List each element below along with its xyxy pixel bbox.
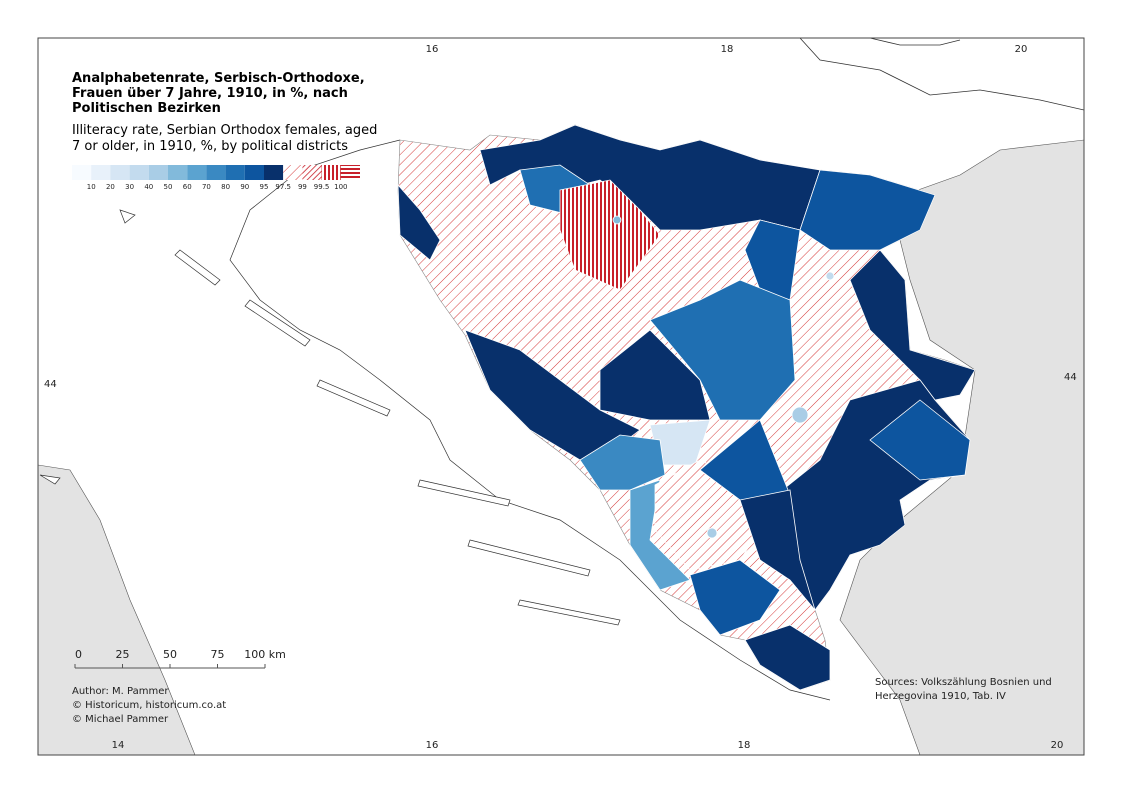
graticule-label: 16 bbox=[426, 740, 439, 751]
legend-swatch bbox=[264, 165, 284, 180]
neighbour-area bbox=[38, 464, 196, 755]
legend-swatch bbox=[110, 165, 130, 180]
legend: 10 20 30 40 50 60 70 80 90 95 97.5 99 99.5 100 bbox=[72, 165, 360, 191]
source: Herzegovina 1910, Tab. IV bbox=[875, 691, 1006, 702]
graticule-label: 44 bbox=[44, 379, 57, 390]
graticule-label: 20 bbox=[1051, 740, 1064, 751]
legend-label: 20 bbox=[106, 183, 115, 191]
credit: © Michael Pammer bbox=[72, 714, 169, 725]
districts bbox=[397, 124, 976, 691]
legend-label: 99.5 bbox=[314, 183, 330, 191]
legend-label: 97.5 bbox=[275, 183, 291, 191]
legend-swatch bbox=[91, 165, 111, 180]
legend-swatch bbox=[72, 165, 92, 180]
title: Frauen über 7 Jahre, 1910, in %, nach bbox=[72, 86, 348, 101]
credit: Author: M. Pammer bbox=[72, 686, 169, 697]
legend-label: 95 bbox=[260, 183, 269, 191]
legend-swatch bbox=[321, 165, 341, 180]
legend-swatch bbox=[206, 165, 226, 180]
islands bbox=[39, 209, 621, 626]
legend-label: 80 bbox=[221, 183, 230, 191]
legend-label: 70 bbox=[202, 183, 211, 191]
legend-label: 30 bbox=[125, 183, 134, 191]
legend-swatch bbox=[168, 165, 188, 180]
title: Politischen Bezirken bbox=[72, 101, 221, 116]
source: Sources: Volkszählung Bosnien und bbox=[875, 677, 1052, 688]
graticule-label: 20 bbox=[1015, 44, 1028, 55]
subtitle: 7 or older, in 1910, %, by political dis… bbox=[72, 139, 348, 154]
legend-swatch bbox=[302, 165, 322, 180]
legend-swatch bbox=[340, 165, 360, 180]
map-body bbox=[38, 38, 1084, 755]
legend-swatch bbox=[225, 165, 245, 180]
graticule-label: 14 bbox=[112, 740, 125, 751]
legend-swatch bbox=[187, 165, 207, 180]
legend-label: 10 bbox=[87, 183, 96, 191]
scale-label: 50 bbox=[163, 648, 177, 661]
legend-label: 40 bbox=[144, 183, 153, 191]
credit: © Historicum, historicum.co.at bbox=[72, 700, 226, 711]
neighbour-area bbox=[839, 139, 1084, 755]
graticule-label: 16 bbox=[426, 44, 439, 55]
legend-label: 90 bbox=[240, 183, 249, 191]
graticule-label: 18 bbox=[721, 44, 734, 55]
scale-label: 25 bbox=[116, 648, 130, 661]
scale-label: 100 km bbox=[244, 648, 286, 661]
legend-swatch bbox=[129, 165, 149, 180]
title: Analphabetenrate, Serbisch-Orthodoxe, bbox=[72, 71, 365, 86]
legend-swatch bbox=[148, 165, 168, 180]
subtitle: Illiteracy rate, Serbian Orthodox female… bbox=[72, 123, 377, 138]
border bbox=[869, 38, 961, 46]
scale-label: 0 bbox=[75, 648, 82, 661]
graticule-label: 18 bbox=[738, 740, 751, 751]
border bbox=[799, 38, 1084, 111]
legend-label: 100 bbox=[334, 183, 347, 191]
scale-label: 75 bbox=[211, 648, 225, 661]
graticule-label: 44 bbox=[1064, 372, 1077, 383]
map-frame bbox=[37, 37, 1085, 756]
coastline bbox=[229, 139, 831, 701]
legend-label: 99 bbox=[298, 183, 307, 191]
legend-swatch bbox=[244, 165, 264, 180]
legend-label: 50 bbox=[164, 183, 173, 191]
legend-swatch bbox=[283, 165, 303, 180]
legend-label: 60 bbox=[183, 183, 192, 191]
